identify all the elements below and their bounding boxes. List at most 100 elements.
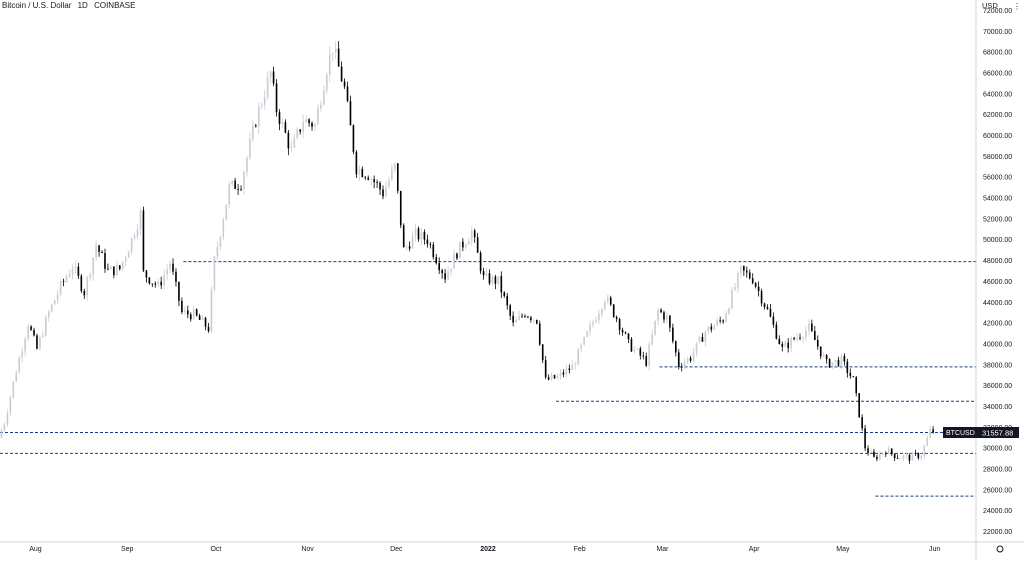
y-tick-label: 42000.00: [983, 321, 1012, 328]
candle-body: [328, 54, 331, 75]
candle-body: [547, 377, 550, 380]
y-tick-label: 38000.00: [983, 362, 1012, 369]
candle-body: [80, 275, 83, 291]
candle-body: [802, 337, 804, 339]
candle-body: [926, 437, 929, 446]
candle-body: [281, 122, 284, 124]
candle-body: [917, 453, 920, 458]
price-tag-symbol-bg: [943, 427, 977, 438]
y-tick-label: 44000.00: [983, 300, 1012, 307]
candle-body: [169, 263, 171, 270]
candle-body: [257, 106, 260, 127]
candle-body: [12, 381, 15, 397]
candle-body: [269, 71, 272, 78]
candle-body: [240, 189, 242, 190]
y-tick-label: 28000.00: [983, 467, 1012, 474]
candle-body: [308, 119, 310, 124]
candle-body: [556, 376, 559, 379]
candle-body: [216, 247, 219, 257]
candle-body: [790, 337, 792, 349]
candle-body: [317, 108, 319, 124]
candle-body: [541, 344, 544, 361]
candle-body: [163, 274, 165, 286]
candle-body: [175, 271, 177, 282]
candle-body: [571, 364, 574, 370]
candle-body: [784, 342, 787, 347]
candle-body: [263, 97, 266, 105]
candle-body: [181, 300, 183, 313]
candle-body: [68, 274, 71, 277]
candle-body: [840, 355, 843, 366]
candle-body: [379, 182, 381, 190]
candle-body: [272, 71, 275, 84]
candle-body: [811, 323, 813, 331]
candle-body: [666, 315, 668, 320]
candle-body: [796, 337, 798, 340]
candle-body: [787, 342, 790, 349]
candle-body: [642, 355, 645, 357]
candle-body: [550, 374, 553, 380]
horizontal-levels: [0, 261, 976, 497]
price-tag-symbol: BTCUSD: [946, 430, 975, 437]
candle-body: [592, 322, 594, 325]
candle-body: [834, 359, 837, 363]
candle-body: [222, 220, 225, 237]
interval-label[interactable]: 1D: [77, 1, 88, 10]
candle-body: [618, 319, 621, 330]
candle-body: [104, 252, 106, 269]
x-tick-label: Feb: [574, 546, 586, 553]
candle-body: [731, 289, 733, 309]
candle-body: [151, 283, 154, 285]
candle-body: [902, 455, 905, 459]
candle-body: [255, 125, 257, 127]
candle-body: [488, 273, 491, 284]
candle-body: [432, 244, 435, 258]
axis-menu-icon[interactable]: ⋮: [1013, 2, 1021, 11]
candle-body: [896, 457, 899, 459]
candle-body: [719, 320, 721, 321]
time-axis[interactable]: Aug Sep Oct Nov Dec 2022 Feb Mar Apr May Jun: [29, 546, 940, 553]
candle-body: [18, 357, 21, 373]
candle-body: [411, 235, 414, 249]
candle-body: [110, 266, 112, 270]
candle-body: [314, 123, 316, 127]
candle-body: [606, 297, 609, 302]
candle-body: [494, 276, 497, 284]
y-tick-label: 24000.00: [983, 508, 1012, 515]
candle-body: [121, 261, 124, 269]
candle-body: [861, 417, 863, 429]
y-tick-label: 72000.00: [983, 8, 1012, 15]
candle-body: [524, 316, 526, 317]
candle-body: [852, 376, 855, 378]
candle-body: [408, 246, 411, 249]
candle-body: [74, 266, 77, 269]
candle-body: [893, 453, 896, 458]
candle-body: [512, 315, 514, 323]
candle-body: [47, 311, 50, 318]
candle-body: [364, 176, 367, 178]
x-tick-label: May: [836, 546, 850, 553]
candle-body: [580, 344, 582, 350]
candle-body: [30, 326, 32, 330]
candle-body: [908, 454, 911, 461]
candle-body: [234, 180, 236, 189]
candle-body: [56, 294, 59, 301]
settings-icon[interactable]: [996, 545, 1004, 553]
candle-body: [299, 129, 302, 132]
candle-body: [799, 337, 801, 339]
candle-body: [311, 123, 313, 127]
candle-body: [633, 349, 636, 352]
candle-body: [83, 290, 86, 296]
candle-body: [346, 86, 349, 102]
candle-body: [172, 263, 174, 272]
candle-body: [36, 335, 38, 349]
candle-body: [444, 273, 446, 280]
y-tick-label: 64000.00: [983, 91, 1012, 98]
candle-body: [186, 310, 189, 315]
candle-body: [59, 281, 62, 295]
candle-body: [816, 340, 819, 347]
candle-body: [601, 308, 603, 314]
candle-body: [337, 48, 340, 67]
